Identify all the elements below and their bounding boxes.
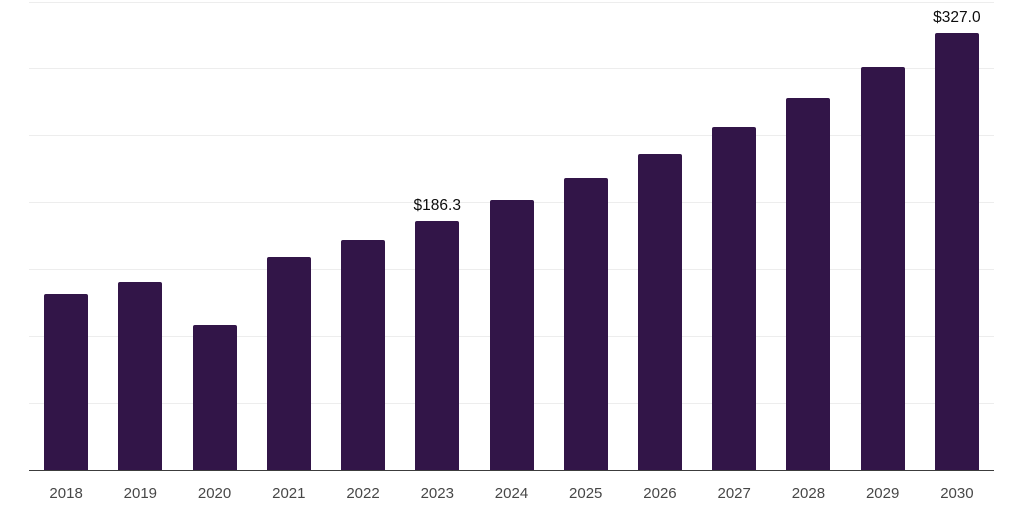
x-tick-2027: 2027	[717, 485, 751, 502]
x-tick-2020: 2020	[197, 485, 232, 502]
bar-2030	[934, 32, 979, 470]
x-tick-2028: 2028	[791, 485, 826, 502]
value-label-2023: $186.3	[413, 196, 461, 214]
gridline-350	[29, 1, 994, 3]
x-tick-2024: 2024	[494, 485, 529, 502]
bar-2021	[266, 256, 311, 470]
bar-2026	[637, 154, 682, 470]
x-tick-2026: 2026	[643, 485, 677, 502]
x-tick-2018: 2018	[49, 485, 83, 502]
x-axis-line	[29, 469, 994, 471]
bar-2022	[341, 240, 386, 470]
bar-2023	[415, 220, 460, 470]
x-tick-2023: 2023	[420, 485, 454, 502]
gridline-300	[29, 68, 994, 70]
bar-2018	[44, 294, 89, 470]
bar-2025	[563, 177, 608, 470]
bar-2027	[712, 127, 757, 470]
bar-2019	[118, 281, 163, 470]
bar-2028	[786, 98, 831, 470]
bar-2029	[860, 66, 905, 470]
gridline-250	[29, 135, 994, 137]
x-tick-2025: 2025	[569, 485, 603, 502]
bar-2024	[489, 200, 534, 470]
x-tick-2022: 2022	[346, 485, 380, 502]
bar-2020	[192, 324, 237, 470]
value-label-2030: $327.0	[933, 8, 981, 26]
x-tick-2021: 2021	[272, 485, 306, 502]
x-tick-2019: 2019	[123, 485, 158, 502]
x-tick-2029: 2029	[865, 485, 900, 502]
x-tick-2030: 2030	[940, 485, 974, 502]
